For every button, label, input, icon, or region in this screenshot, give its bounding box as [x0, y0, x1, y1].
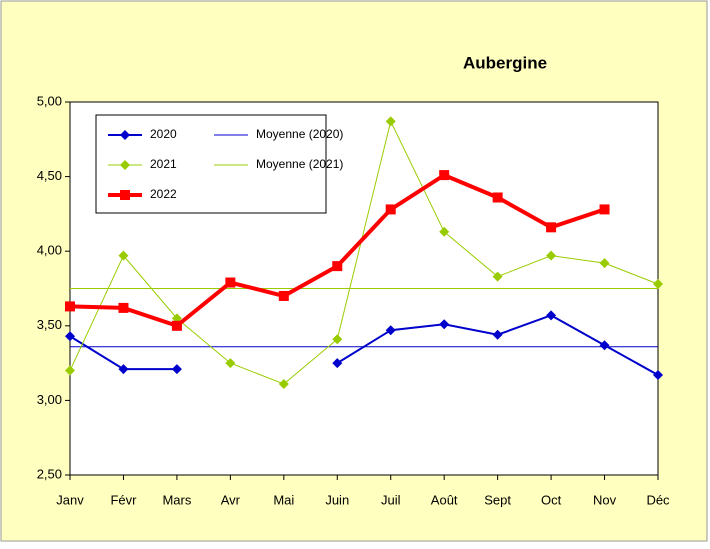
x-tick-label: Sept: [484, 492, 511, 507]
data-point: [332, 358, 343, 369]
x-tick-label: Mars: [162, 492, 191, 507]
data-point: [599, 340, 610, 351]
data-point: [118, 302, 129, 313]
data-point: [171, 320, 182, 331]
legend-marker: [120, 190, 130, 200]
data-point: [385, 325, 396, 336]
data-point: [599, 258, 610, 269]
y-tick-label: 2,50: [37, 466, 62, 481]
legend-label: Moyenne (2020): [256, 127, 343, 141]
x-tick-label: Oct: [541, 492, 562, 507]
data-point: [546, 222, 557, 233]
legend-marker: [120, 130, 130, 140]
x-tick-label: Nov: [593, 492, 617, 507]
y-tick-label: 3,50: [37, 317, 62, 332]
data-point: [385, 116, 396, 127]
data-point: [225, 358, 236, 369]
data-point: [439, 319, 450, 330]
data-point: [439, 170, 450, 181]
x-tick-label: Juil: [381, 492, 401, 507]
data-point: [653, 279, 663, 290]
data-point: [332, 261, 343, 272]
data-point: [492, 192, 503, 203]
data-point: [278, 378, 289, 389]
legend-label: 2020: [150, 127, 177, 141]
legend-label: 2021: [150, 157, 177, 171]
data-point: [65, 331, 75, 342]
x-tick-label: Févr: [110, 492, 137, 507]
legend-label: 2022: [150, 187, 177, 201]
data-point: [65, 301, 75, 312]
legend-marker: [120, 160, 130, 170]
legend-label: Moyenne (2021): [256, 157, 343, 171]
data-point: [492, 329, 503, 340]
x-tick-label: Août: [431, 492, 458, 507]
y-tick-label: 5,00: [37, 93, 62, 108]
data-point: [653, 370, 663, 381]
y-tick-label: 3,00: [37, 392, 62, 407]
data-point: [171, 364, 182, 375]
data-point: [118, 364, 129, 375]
data-point: [385, 204, 396, 215]
data-point: [225, 277, 236, 288]
data-point: [65, 365, 75, 376]
x-tick-label: Avr: [221, 492, 241, 507]
y-tick-label: 4,00: [37, 243, 62, 258]
data-point: [546, 310, 557, 321]
data-point: [118, 250, 129, 261]
data-point: [439, 226, 450, 237]
x-tick-label: Janv: [56, 492, 84, 507]
data-point: [492, 271, 503, 282]
x-tick-label: Juin: [325, 492, 349, 507]
data-point: [599, 204, 610, 215]
x-tick-label: Mai: [273, 492, 294, 507]
data-point: [278, 290, 289, 301]
chart-title: Aubergine: [463, 53, 547, 72]
x-tick-label: Déc: [646, 492, 670, 507]
series-line: [69, 119, 659, 385]
data-point: [546, 250, 557, 261]
y-tick-label: 4,50: [37, 168, 62, 183]
data-point: [332, 334, 343, 345]
